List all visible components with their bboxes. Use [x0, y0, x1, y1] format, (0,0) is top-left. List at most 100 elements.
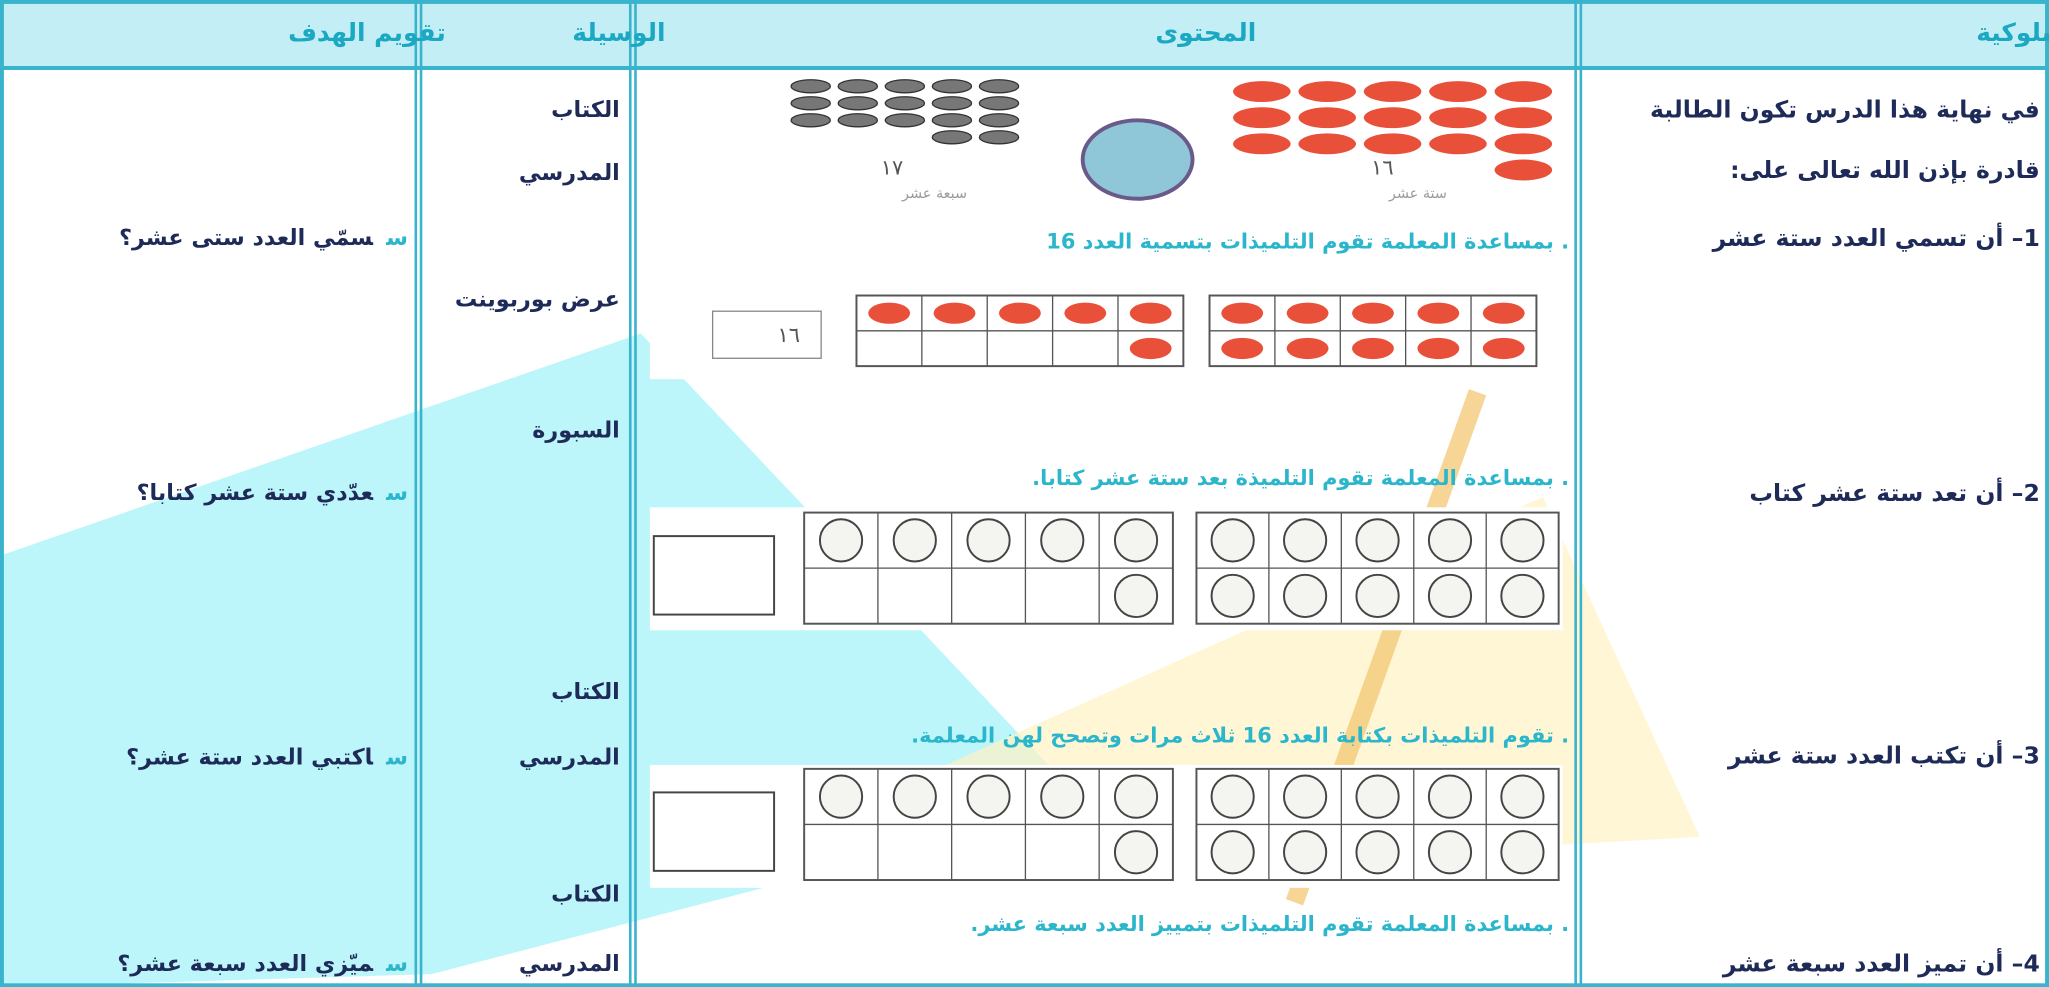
volleyball	[1040, 774, 1085, 819]
volleyball	[1283, 573, 1328, 619]
soccer-ball	[790, 79, 831, 94]
red-ball	[1429, 81, 1487, 102]
red-ball	[1363, 133, 1422, 155]
red-ball	[1429, 133, 1487, 155]
volleyball	[818, 774, 864, 819]
volleyball	[1500, 830, 1545, 875]
red-ball	[1298, 107, 1356, 129]
red-ball	[1482, 337, 1525, 360]
red-ball	[1494, 159, 1553, 181]
content-text: . بمساعدة المعلمة تقوم التلميذات بتسمية …	[1046, 228, 1570, 254]
volleyball	[818, 518, 864, 563]
volleyball	[1500, 774, 1545, 819]
objective-intro: قادرة بإذن الله تعالى على:	[1730, 156, 2040, 185]
red-ball	[1286, 337, 1329, 360]
red-ball	[1221, 302, 1264, 324]
evaluation-question: س سمّي العدد ستى عشر؟	[119, 228, 408, 250]
tool: السبورة	[532, 417, 620, 444]
evaluation-question: س اكتبي العدد ستة عشر؟	[126, 747, 408, 769]
red-ball	[1417, 337, 1460, 360]
volleyball	[1210, 518, 1255, 563]
volleyball	[1355, 774, 1400, 819]
tool: المدرسي	[518, 744, 620, 771]
soccer-ball	[931, 96, 973, 111]
volleyball	[1283, 518, 1328, 563]
objective: 2– أن تعد ستة عشر كتاب	[1749, 479, 2040, 508]
volleyball	[1283, 830, 1328, 875]
tool: الكتاب	[551, 679, 620, 706]
question-marker: س	[386, 951, 408, 978]
volleyball	[1113, 830, 1159, 875]
answer-box	[652, 791, 776, 872]
red-ball	[1494, 107, 1553, 129]
tool: الكتاب	[551, 881, 620, 909]
header-background	[0, 0, 2049, 68]
volleyball	[1427, 774, 1473, 819]
volleyball	[1210, 573, 1255, 619]
red-ball	[1494, 81, 1553, 102]
red-ball	[998, 302, 1041, 324]
red-ball	[933, 302, 976, 324]
content-text: . بمساعدة المعلمة تقوم التلميذات بتمييز …	[970, 911, 1570, 937]
red-ball	[1129, 302, 1172, 324]
volleyball	[892, 774, 937, 819]
question-marker: س	[386, 744, 408, 771]
objective-intro: في نهاية هذا الدرس تكون الطالبة	[1650, 96, 2040, 125]
soccer-ball	[931, 113, 973, 128]
soccer-ball	[978, 79, 1020, 94]
tool: عرض بوربوينت	[454, 287, 620, 314]
image-caption-words: ستة عشر	[1388, 185, 1447, 203]
question-text: سمّي العدد ستى عشر؟	[119, 225, 374, 252]
evaluation-question: س عدّدي ستة عشر كتابا؟	[137, 483, 408, 505]
red-ball	[1482, 302, 1525, 324]
soccer-ball	[884, 96, 926, 111]
content-text: . تقوم التلميذات بكتابة العدد 16 ثلاث مر…	[911, 723, 1570, 748]
header-cell: الأهداف الإجرائية السلوكية	[1976, 18, 2049, 48]
red-ball	[1494, 133, 1553, 155]
image-caption-words: سبعة عشر	[902, 185, 968, 203]
volleyball	[1040, 518, 1085, 563]
volleyball	[966, 518, 1011, 563]
evaluation-question: س ميّزي العدد سبعة عشر؟	[117, 951, 408, 978]
soccer-ball	[931, 130, 973, 145]
volleyball	[1210, 774, 1255, 819]
soccer-ball	[978, 113, 1020, 128]
red-ball	[1233, 81, 1291, 102]
red-ball	[1352, 302, 1394, 324]
red-ball	[1429, 107, 1487, 129]
header-cell: المحتوى	[1155, 18, 1257, 48]
soccer-ball	[790, 113, 831, 128]
volleyball	[1500, 573, 1545, 619]
image-caption-numeral: ١٦	[1371, 154, 1394, 180]
red-ball	[1298, 81, 1356, 102]
red-ball	[1352, 337, 1394, 360]
soccer-ball	[931, 79, 973, 94]
soccer-ball	[978, 96, 1020, 111]
objective: 1– أن تسمي العدد ستة عشر	[1712, 224, 2040, 253]
red-ball	[868, 302, 911, 324]
question-text: عدّدي ستة عشر كتابا؟	[136, 480, 374, 507]
volleyball	[1113, 573, 1159, 619]
volleyball	[1355, 518, 1400, 563]
volleyball	[1355, 830, 1400, 875]
objective: 3– أن تكتب العدد ستة عشر	[1727, 742, 2040, 771]
answer-box	[652, 535, 776, 616]
volleyball	[1427, 830, 1473, 875]
volleyball	[1355, 573, 1400, 619]
red-ball	[1298, 133, 1356, 155]
red-ball	[1064, 302, 1107, 324]
header-cell: تقويم الهدف	[288, 18, 446, 48]
red-ball	[1363, 81, 1422, 102]
question-marker: س	[386, 225, 408, 252]
red-ball	[1417, 302, 1460, 324]
volleyball	[892, 518, 937, 563]
question-marker: س	[386, 480, 408, 507]
soccer-ball	[884, 79, 926, 94]
soccer-ball	[978, 130, 1020, 145]
red-ball	[1129, 337, 1172, 360]
content-images	[649, 71, 1563, 888]
volleyball	[1500, 518, 1545, 563]
